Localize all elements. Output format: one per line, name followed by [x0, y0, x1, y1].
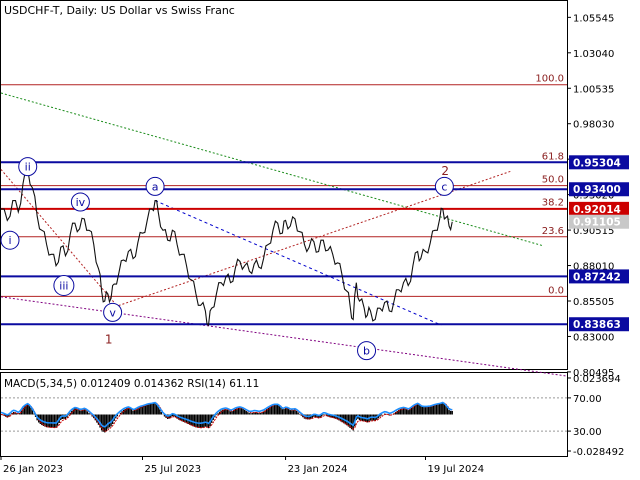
y-tick-label: 1.03040: [573, 49, 614, 60]
level-price-box: [569, 214, 629, 229]
level-price-box: [569, 317, 629, 332]
level-price-label: 0.83863: [573, 319, 621, 331]
wave-label-text: 2: [441, 164, 449, 178]
x-tick-label: 23 Jan 2024: [288, 464, 348, 475]
indicator-tick-label: -0.028492: [573, 447, 624, 458]
x-tick-label: 26 Jan 2023: [3, 464, 63, 475]
wave-label-text: i: [8, 234, 11, 247]
wave-label-circle: [0, 230, 20, 250]
level-price-box: [569, 182, 629, 197]
level-price-label: 0.87242: [573, 271, 621, 283]
indicator-tick-label: 70.00: [573, 394, 602, 405]
fib-level-label: 23.6: [542, 226, 564, 237]
wave-label-circle: [103, 302, 123, 322]
y-tick-label: 1.05545: [573, 13, 614, 24]
wave-label-circle: [434, 176, 454, 196]
level-price-label: 0.95304: [573, 157, 621, 169]
level-price-box: [569, 155, 629, 170]
axis-layer: 1.055451.030401.005350.980300.955250.930…: [0, 13, 629, 475]
price-series: [1, 168, 453, 327]
level-price-box: [569, 269, 629, 284]
trend-line-purple: [0, 296, 568, 377]
wave-label-text: ii: [25, 161, 31, 174]
wave-label-circle: [18, 157, 38, 177]
x-tick-label: 25 Jul 2023: [145, 464, 202, 475]
y-tick-label: 0.83000: [573, 332, 614, 343]
level-price-label: 0.93400: [573, 184, 621, 196]
y-tick-label: 0.98030: [573, 120, 614, 131]
indicator-tick-label: 0.023694: [573, 374, 621, 385]
fib-level-label: 100.0: [535, 74, 564, 85]
fib-level-label: 61.8: [542, 151, 564, 162]
wave-label-text: c: [441, 180, 447, 193]
wave-label-text: a: [152, 180, 159, 193]
rsi-line: [0, 401, 453, 428]
price-pane-frame: [0, 0, 568, 370]
y-tick-label: 1.00535: [573, 84, 614, 95]
indicator-tick-label: 30.00: [573, 427, 602, 438]
wave-label-circle: [145, 176, 165, 196]
wave-label-circle: [70, 192, 90, 212]
indicator-layer: [0, 397, 567, 433]
indicator-title: MACD(5,34,5) 0.012409 0.014362 RSI(14) 6…: [4, 378, 259, 390]
wave-label-circle: [357, 341, 377, 361]
chart-title: USDCHF-T, Daily: US Dollar vs Swiss Fran…: [4, 4, 235, 17]
y-tick-label: 0.90515: [573, 226, 614, 237]
level-price-label: 0.91105: [573, 217, 621, 229]
level-price-label: 0.92014: [573, 204, 621, 216]
wave-label-text: iii: [59, 279, 68, 292]
trend-line-green: [0, 92, 544, 247]
macd-signal-line: [0, 402, 453, 432]
x-tick-label: 19 Jul 2024: [428, 464, 485, 475]
wave-label-circle: [53, 274, 75, 296]
wave-label-text: v: [109, 306, 116, 319]
level-price-box: [569, 201, 629, 216]
fib-level-label: 38.2: [542, 198, 564, 209]
y-tick-label: 0.85505: [573, 297, 614, 308]
fib-level-label: 50.0: [542, 175, 564, 186]
fib-level-label: 0.0: [548, 285, 564, 296]
y-tick-label: 0.80495: [573, 368, 614, 379]
wave-label-text: 1: [105, 332, 113, 346]
y-tick-label: 0.88010: [573, 262, 614, 273]
wave-label-text: b: [363, 345, 370, 358]
wave-label-text: iv: [76, 196, 86, 209]
